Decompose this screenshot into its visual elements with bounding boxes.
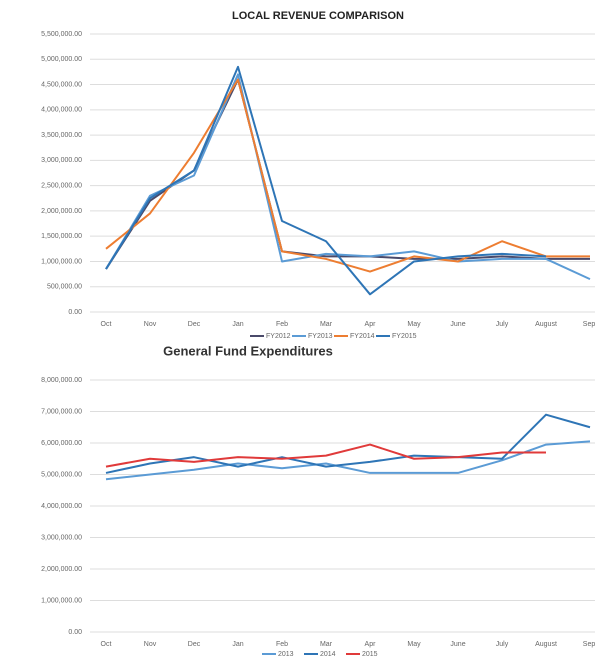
x-tick-label: Jan	[232, 641, 243, 648]
x-tick-label: Dec	[188, 641, 201, 648]
y-tick-label: 5,500,000.00	[41, 31, 82, 38]
y-tick-label: 500,000.00	[47, 284, 82, 291]
series-line	[105, 73, 591, 281]
x-tick-label: May	[407, 641, 421, 648]
x-tick-label: Oct	[101, 321, 112, 328]
series-line	[105, 78, 590, 273]
series-line	[105, 65, 547, 296]
x-tick-label: May	[407, 321, 421, 328]
x-tick-label: August	[535, 641, 557, 648]
legend-label: 2013	[278, 651, 294, 658]
y-tick-label: 4,500,000.00	[41, 81, 82, 88]
x-tick-label: Dec	[188, 321, 201, 328]
y-tick-label: 7,000,000.00	[41, 408, 82, 415]
chart-title: LOCAL REVENUE COMPARISON	[232, 10, 404, 22]
x-tick-label: Feb	[276, 641, 288, 648]
legend-label: FY2014	[350, 333, 375, 340]
y-tick-label: 4,000,000.00	[41, 107, 82, 114]
y-tick-label: 0.00	[68, 309, 82, 316]
y-tick-label: 4,000,000.00	[41, 503, 82, 510]
x-tick-label: Mar	[320, 321, 333, 328]
y-tick-label: 0.00	[68, 629, 82, 636]
x-tick-label: Oct	[101, 641, 112, 648]
chart-title: General Fund Expenditures	[163, 343, 333, 358]
y-tick-label: 5,000,000.00	[41, 56, 82, 63]
y-tick-label: 1,000,000.00	[41, 258, 82, 265]
x-tick-label: Mar	[320, 641, 333, 648]
y-tick-label: 3,000,000.00	[41, 157, 82, 164]
y-tick-label: 2,000,000.00	[41, 566, 82, 573]
x-tick-label: July	[496, 321, 509, 328]
legend-label: FY2013	[308, 333, 333, 340]
x-tick-label: June	[450, 641, 465, 648]
legend-label: 2015	[362, 651, 378, 658]
series-line	[105, 413, 591, 474]
legend-label: FY2012	[266, 333, 291, 340]
x-tick-label: Apr	[365, 321, 377, 328]
y-tick-label: 2,000,000.00	[41, 208, 82, 215]
x-tick-label: July	[496, 641, 509, 648]
x-tick-label: Sept	[583, 641, 595, 648]
series-line	[105, 440, 591, 481]
y-tick-label: 3,500,000.00	[41, 132, 82, 139]
y-tick-label: 6,000,000.00	[41, 440, 82, 447]
x-tick-label: Feb	[276, 321, 288, 328]
y-tick-label: 8,000,000.00	[41, 377, 82, 384]
y-tick-label: 2,500,000.00	[41, 182, 82, 189]
legend-label: FY2015	[392, 333, 417, 340]
legend-label: 2014	[320, 651, 336, 658]
x-tick-label: Nov	[144, 641, 157, 648]
x-tick-label: Apr	[365, 641, 377, 648]
x-tick-label: August	[535, 321, 557, 328]
y-tick-label: 1,000,000.00	[41, 597, 82, 604]
series-line	[105, 443, 546, 468]
y-tick-label: 3,000,000.00	[41, 534, 82, 541]
x-tick-label: Jan	[232, 321, 243, 328]
x-tick-label: Sept	[583, 321, 595, 328]
y-tick-label: 1,500,000.00	[41, 233, 82, 240]
y-tick-label: 5,000,000.00	[41, 471, 82, 478]
x-tick-label: Nov	[144, 321, 157, 328]
x-tick-label: June	[450, 321, 465, 328]
